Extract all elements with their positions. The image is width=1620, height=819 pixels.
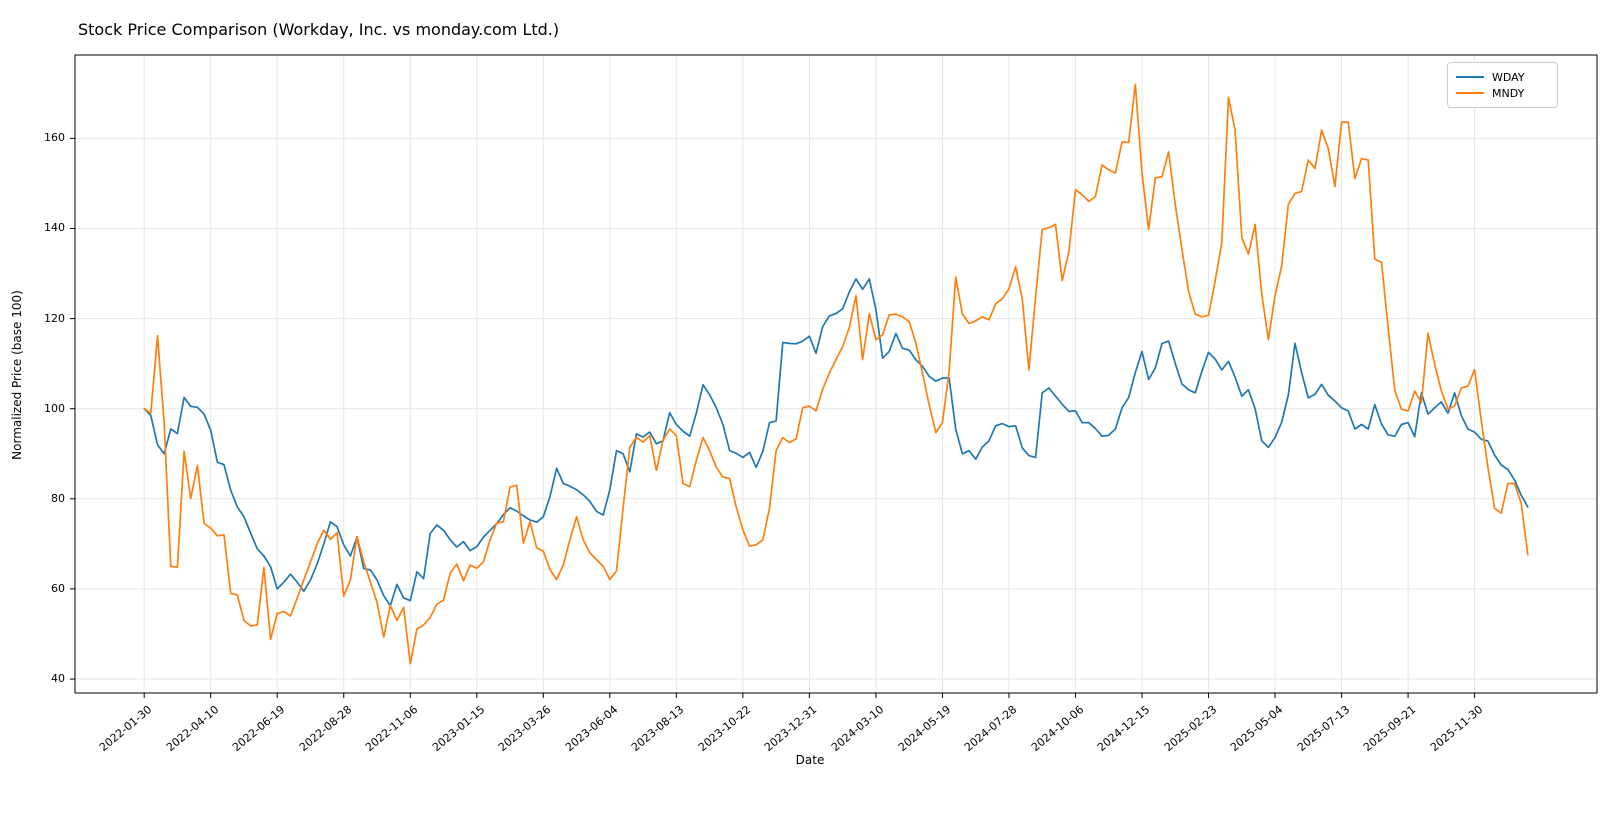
- y-tick-label: 60: [51, 581, 65, 595]
- legend-item-wday: WDAY: [1456, 69, 1547, 85]
- legend: WDAY MNDY: [1447, 62, 1558, 108]
- series-line-wday: [143, 278, 1529, 607]
- axes-spines: [74, 54, 1598, 694]
- mndy-line-swatch: [1456, 92, 1484, 94]
- y-tick-label: 140: [44, 221, 65, 235]
- y-tick-label: 40: [51, 672, 65, 686]
- y-tick-label: 120: [44, 311, 65, 325]
- legend-label-wday: WDAY: [1492, 70, 1525, 84]
- x-axis-label: Date: [795, 753, 825, 767]
- wday-line-swatch: [1456, 76, 1484, 78]
- legend-label-mndy: MNDY: [1492, 86, 1525, 100]
- chart-title: Stock Price Comparison (Workday, Inc. vs…: [78, 20, 560, 39]
- y-tick-label: 80: [51, 491, 65, 505]
- series-line-mndy: [143, 83, 1529, 665]
- y-axis-label: Normalized Price (base 100): [10, 290, 24, 460]
- y-tick-label: 100: [44, 401, 65, 415]
- legend-item-mndy: MNDY: [1456, 85, 1547, 101]
- y-tick-label: 160: [44, 131, 65, 145]
